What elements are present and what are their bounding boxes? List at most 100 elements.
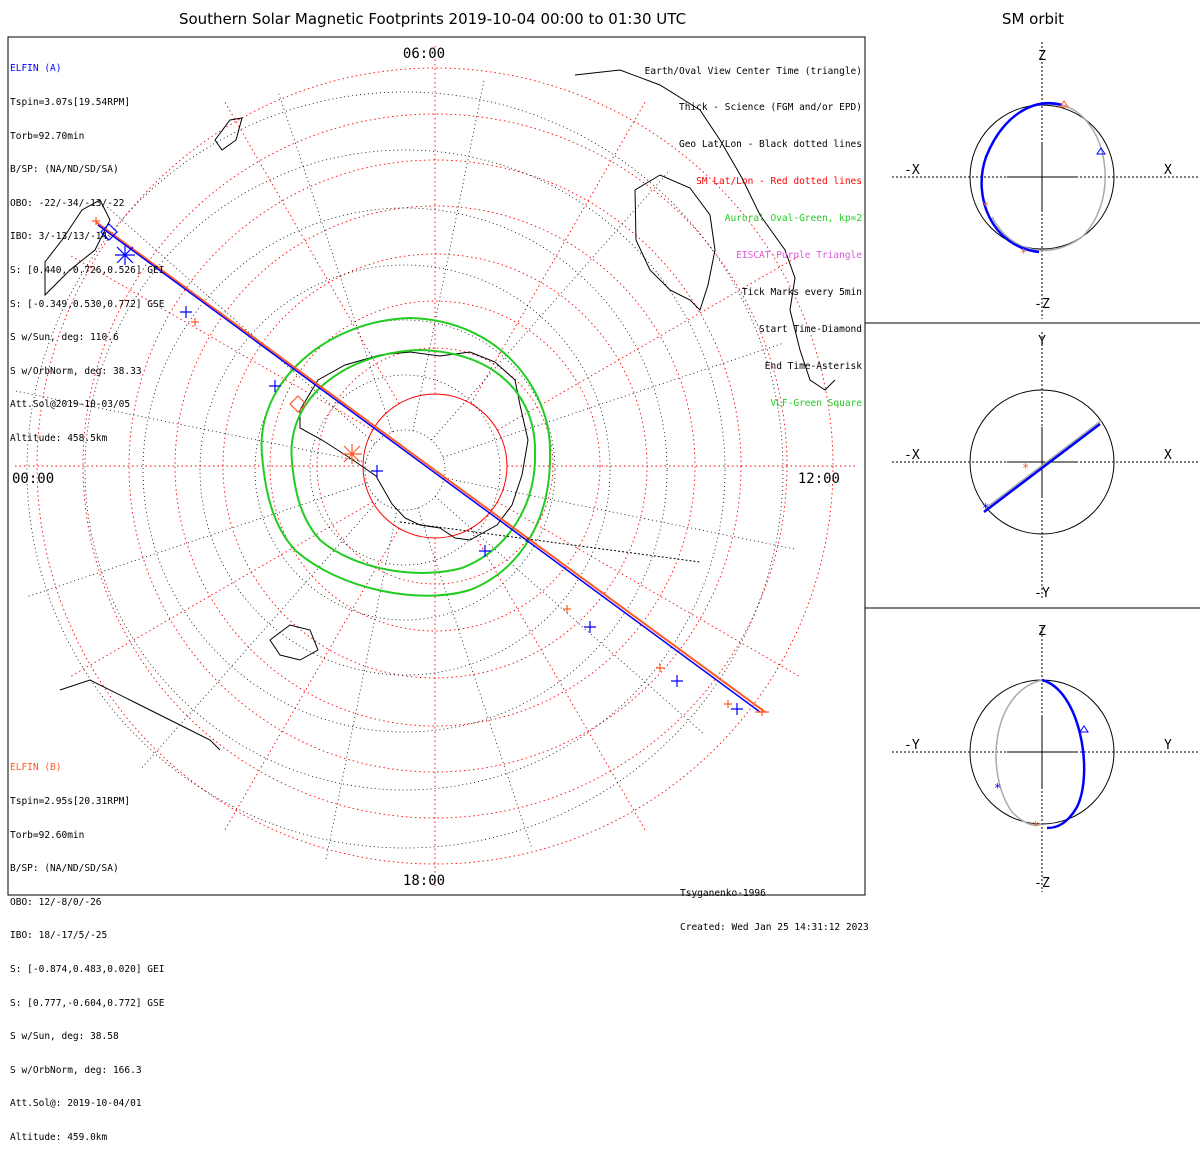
geo-lon-line bbox=[431, 169, 671, 441]
earth-circle bbox=[969, 104, 1115, 250]
asterisk-marker: * bbox=[982, 199, 989, 213]
tick-marker bbox=[563, 605, 571, 613]
info-line: Att.Sol@2019-10-03/05 bbox=[10, 399, 131, 411]
info-line: Torb=92.60min bbox=[10, 829, 85, 841]
orbit-track bbox=[995, 679, 1043, 826]
tick-marker bbox=[191, 318, 199, 326]
start-diamond bbox=[100, 223, 118, 241]
orbit-panel-xz: * * Z -Z -X X bbox=[892, 42, 1200, 319]
legend-item: Geo Lat/Lon - Black dotted lines bbox=[678, 139, 862, 151]
legend-item: Tick Marks every 5min bbox=[741, 286, 862, 298]
plot-title: Southern Solar Magnetic Footprints 2019-… bbox=[178, 10, 687, 28]
tick-marker bbox=[671, 675, 683, 687]
tick-marker bbox=[479, 545, 491, 557]
sm-lon-line bbox=[470, 528, 646, 830]
info-line: Tspin=3.07s[19.54RPM] bbox=[10, 97, 131, 108]
polar-map bbox=[12, 46, 855, 886]
island-outline bbox=[269, 624, 319, 661]
geo-lat-circle bbox=[199, 264, 611, 676]
triangle-marker bbox=[1059, 100, 1069, 108]
elfin-b-info: ELFIN (B) Tspin=2.95s[20.31RPM] Torb=92.… bbox=[10, 740, 164, 1154]
footer: Tsyganenko-1996 Created: Wed Jan 25 14:3… bbox=[680, 866, 869, 944]
orbit-track-science bbox=[1041, 678, 1086, 830]
info-line: S w/Sun, deg: 110.6 bbox=[10, 332, 119, 344]
legend-item: Start Time-Diamond bbox=[759, 323, 862, 335]
end-asterisk bbox=[115, 245, 135, 265]
info-line: Torb=92.70min bbox=[10, 130, 85, 142]
axis-label-right: Y bbox=[1164, 738, 1172, 753]
info-line: OBO: 12/-8/0/-26 bbox=[10, 896, 102, 908]
sm-lat-circle bbox=[316, 347, 554, 585]
geo-lat-circle bbox=[142, 207, 668, 733]
orbit-track bbox=[991, 104, 1106, 252]
coastlines bbox=[44, 69, 836, 751]
axis-label-left: -X bbox=[904, 163, 920, 178]
axis-label-down: -Z bbox=[1034, 876, 1050, 891]
mlt-label-top: 06:00 bbox=[403, 46, 445, 62]
orbit-track-science bbox=[983, 423, 1101, 513]
sm-lon-line bbox=[497, 501, 799, 677]
tick-marker bbox=[656, 664, 664, 672]
asterisk-marker: * bbox=[1022, 461, 1029, 475]
asterisk-marker: * bbox=[1032, 819, 1039, 833]
geo-grid bbox=[12, 77, 798, 863]
info-line: OBO: -22/-34/-13/-22 bbox=[10, 197, 125, 209]
antarctica-coastline bbox=[299, 351, 529, 541]
info-line: S w/OrbNorm, deg: 166.3 bbox=[10, 1064, 142, 1076]
map-frame bbox=[7, 36, 866, 896]
axis-label-left: -Y bbox=[904, 738, 920, 753]
orbit-track-science bbox=[980, 102, 1063, 254]
tick-marker bbox=[584, 621, 596, 633]
info-line: IBO: 18/-17/5/-25 bbox=[10, 930, 108, 942]
elfin-a-name: ELFIN (A) bbox=[10, 63, 62, 75]
geo-lon-line bbox=[325, 509, 398, 863]
auroral-oval-inner bbox=[290, 348, 537, 574]
sm-lat-circle bbox=[362, 393, 508, 539]
elfin-b-name: ELFIN (B) bbox=[10, 762, 62, 774]
geo-lat-circle bbox=[364, 429, 446, 511]
south-america-coastline bbox=[44, 199, 111, 297]
axis-label-up: Z bbox=[1038, 624, 1046, 639]
elfin-a-info: ELFIN (A) Tspin=3.07s[19.54RPM] Torb=92.… bbox=[10, 41, 164, 455]
mlt-label-bottom: 18:00 bbox=[403, 873, 445, 889]
sm-lon-line bbox=[470, 102, 646, 404]
geo-track bbox=[399, 521, 701, 563]
legend-item: Thick - Science (FGM and/or EPD) bbox=[678, 102, 862, 114]
info-line: Tspin=2.95s[20.31RPM] bbox=[10, 796, 131, 807]
geo-lon-line bbox=[442, 342, 785, 458]
info-line: S w/OrbNorm, deg: 38.33 bbox=[10, 365, 142, 377]
sm-lat-circle bbox=[36, 67, 834, 865]
geo-lon-line bbox=[104, 204, 376, 444]
legend-item: Earth/Oval View Center Time (triangle) bbox=[644, 65, 862, 77]
end-asterisk bbox=[342, 444, 362, 464]
africa-coastline bbox=[574, 69, 836, 391]
sm-lon-line bbox=[71, 501, 373, 677]
geo-lon-line bbox=[139, 499, 379, 771]
info-line: B/SP: (NA/ND/SD/SA) bbox=[10, 164, 119, 176]
geo-lon-line bbox=[434, 496, 706, 736]
legend-item: SM Lat/Lon - Red dotted lines bbox=[696, 176, 862, 188]
australia-coastline bbox=[634, 174, 716, 311]
legend: Earth/Oval View Center Time (triangle) T… bbox=[645, 41, 862, 422]
legend-item: VLF-Green Square bbox=[770, 397, 862, 409]
track-elfin-b bbox=[95, 221, 766, 713]
geo-lon-line bbox=[444, 477, 798, 550]
axis-label-up: Y bbox=[1038, 334, 1046, 349]
info-line: S: [0.777,-0.604,0.772] GSE bbox=[10, 997, 165, 1009]
geo-lon-line bbox=[12, 390, 366, 463]
info-line: Altitude: 458.5km bbox=[10, 432, 108, 444]
asterisk-marker: * bbox=[994, 781, 1001, 795]
start-diamond bbox=[289, 395, 307, 413]
tick-marker bbox=[269, 380, 281, 392]
geo-lat-circle bbox=[84, 149, 726, 791]
axis-label-down: -Y bbox=[1034, 586, 1050, 601]
geo-lat-circle bbox=[254, 319, 556, 621]
triangle-marker bbox=[1096, 147, 1106, 155]
axis-label-up: Z bbox=[1038, 49, 1046, 64]
geo-lon-line bbox=[25, 482, 368, 598]
footer-model: Tsyganenko-1996 bbox=[680, 888, 766, 900]
geo-lat-circle bbox=[309, 374, 501, 566]
info-line: S: [-0.874,0.483,0.020] GEI bbox=[10, 963, 165, 975]
triangle-marker bbox=[1079, 725, 1089, 733]
island-outline bbox=[59, 679, 221, 751]
